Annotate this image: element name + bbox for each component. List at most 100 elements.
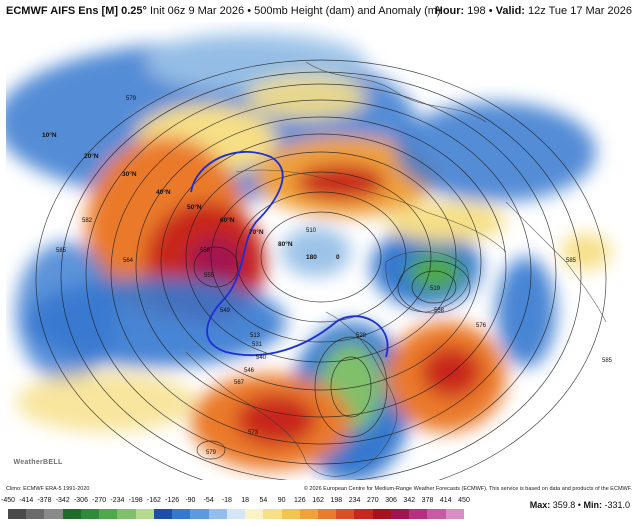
colorbar-tick-label: -234 <box>110 497 125 504</box>
colorbar-tick-label: 18 <box>241 497 250 504</box>
copyright-credit: © 2026 European Centre for Medium-Range … <box>303 486 632 492</box>
colorbar-tick-label: 90 <box>277 497 286 504</box>
colorbar-tick-label: 378 <box>421 497 434 504</box>
height-label: 585 <box>566 258 577 264</box>
stats-separator: • <box>577 500 581 510</box>
colorbar-swatch <box>226 509 246 519</box>
colorbar-tick-label: -306 <box>73 497 88 504</box>
anomaly-layer <box>6 32 611 480</box>
header-left: ECMWF AIFS Ens [M] 0.25° Init 06z 9 Mar … <box>6 0 441 22</box>
watermark-text: WeatherBELL <box>13 459 63 466</box>
height-label: 579 <box>206 450 217 456</box>
colorbar-swatch <box>80 509 100 519</box>
header-separator: • <box>247 5 252 17</box>
colorbar-ticks: -450 -414 -378 -342 -306 -270 -234 -198 -162 -126… <box>1 497 470 507</box>
colorbar-swatch <box>190 509 209 519</box>
lat-label-50: 50°N <box>187 203 202 211</box>
contour-ring <box>60 71 582 480</box>
colorbar-tick-label: -270 <box>92 497 107 504</box>
colorbar-swatch <box>44 509 63 519</box>
coastline-greenland <box>385 251 469 313</box>
colorbar-swatch <box>62 509 81 519</box>
colorbar-swatch <box>263 509 282 519</box>
lon-label-0: 0 <box>336 254 340 261</box>
weatherbell-logo: WeatherBELL <box>10 452 66 474</box>
field-name: 500mb Height (dam) and Anomaly (m) <box>254 5 441 17</box>
negative-anomaly-europe <box>396 102 596 202</box>
contour-ring <box>85 83 557 465</box>
strong-positive-anomaly-us <box>236 395 316 445</box>
coastlines <box>185 61 607 477</box>
coastline-europe <box>505 201 607 323</box>
coastline-north-america <box>185 311 398 477</box>
coastline-eurasia <box>235 169 507 253</box>
contour-ring <box>411 270 457 304</box>
contour-ring <box>160 133 482 391</box>
valid-label: Valid: <box>495 5 525 17</box>
height-label: 576 <box>476 323 487 329</box>
extreme-positive-anomaly-alaska <box>188 237 244 287</box>
height-label: 558 <box>200 248 211 254</box>
max-value: 359.8 <box>552 500 576 510</box>
negative-anomaly-west-pacific <box>16 242 116 382</box>
colorbar-tick-label: 234 <box>348 497 361 504</box>
colorbar-tick-label: -378 <box>37 497 52 504</box>
weak-negative-anomaly-pole <box>281 227 351 277</box>
height-labels: 579 582 585 564 558 555 549 513 531 540 … <box>56 96 613 456</box>
colorbar-tick-label: 54 <box>259 497 268 504</box>
colorbar-swatch <box>317 509 337 519</box>
lat-label-70: 70°N <box>249 228 264 236</box>
colorbar-swatch <box>245 509 264 519</box>
init-time: Init 06z 9 Mar 2026 <box>149 5 245 17</box>
colorbar-tick-label: -162 <box>146 497 161 504</box>
contour-ring <box>35 59 607 480</box>
lat-label-30: 30°N <box>122 170 137 178</box>
contour-ring <box>185 151 457 363</box>
colorbar-tick-label: 306 <box>385 497 397 504</box>
hour-label: Hour: <box>434 5 465 17</box>
anomaly-colorbar: -450 -414 -378 -342 -306 -270 -234 -198 -162 -126… <box>1 497 470 523</box>
weak-positive-anomaly-top <box>246 75 366 119</box>
colorbar-tick-label: 162 <box>312 497 324 504</box>
colorbar-tick-label: 414 <box>439 497 452 504</box>
header-right: Hour: 198 • Valid: 12z Tue 17 Mar 2026 <box>435 0 632 22</box>
height-label: 513 <box>250 333 261 339</box>
colorbar-swatch <box>427 509 446 519</box>
min-value: -331.0 <box>604 500 630 510</box>
contour-ring <box>260 211 382 303</box>
height-label: 558 <box>434 308 445 314</box>
colorbar-tick-label: -90 <box>185 497 196 504</box>
strong-positive-anomaly-atlantic <box>421 347 481 397</box>
colorbar-tick-label: 270 <box>366 497 379 504</box>
contour-ring <box>330 356 372 418</box>
colorbar-swatch <box>299 509 318 519</box>
height-contours <box>35 59 607 480</box>
colorbar-tick-label: 198 <box>330 497 343 504</box>
contour-ring <box>110 99 532 445</box>
map-header: ECMWF AIFS Ens [M] 0.25° Init 06z 9 Mar … <box>0 0 640 22</box>
colorbar-tick-label: -126 <box>165 497 180 504</box>
max-label: Max: <box>529 500 551 510</box>
colorbar-swatches <box>8 509 464 519</box>
colorbar-swatch <box>26 509 45 519</box>
contour-ring <box>314 336 388 438</box>
colorbar-swatch <box>117 509 136 519</box>
max-min-readout: Max: 359.8 • Min: -331.0 <box>530 500 630 510</box>
height-label: 546 <box>244 368 255 374</box>
lat-label-20: 20°N <box>84 152 99 160</box>
lat-label-80: 80°N <box>278 240 293 248</box>
height-label: 573 <box>248 430 259 436</box>
colorbar-swatch <box>336 509 355 519</box>
contour-ring <box>193 246 239 288</box>
height-label: 528 <box>356 333 367 339</box>
lat-label-60: 60°N <box>220 216 235 224</box>
model-title: ECMWF AIFS Ens [M] 0.25° <box>6 5 147 17</box>
colorbar-swatch <box>281 509 300 519</box>
colorbar-swatch <box>445 509 464 519</box>
weak-positive-anomaly-subtropics <box>16 372 196 432</box>
lat-label-10: 10°N <box>42 131 57 139</box>
height-label: 510 <box>306 228 317 234</box>
colorbar-swatch <box>8 509 27 519</box>
colorbar-tick-label: 126 <box>293 497 306 504</box>
colorbar-tick-label: -342 <box>55 497 70 504</box>
